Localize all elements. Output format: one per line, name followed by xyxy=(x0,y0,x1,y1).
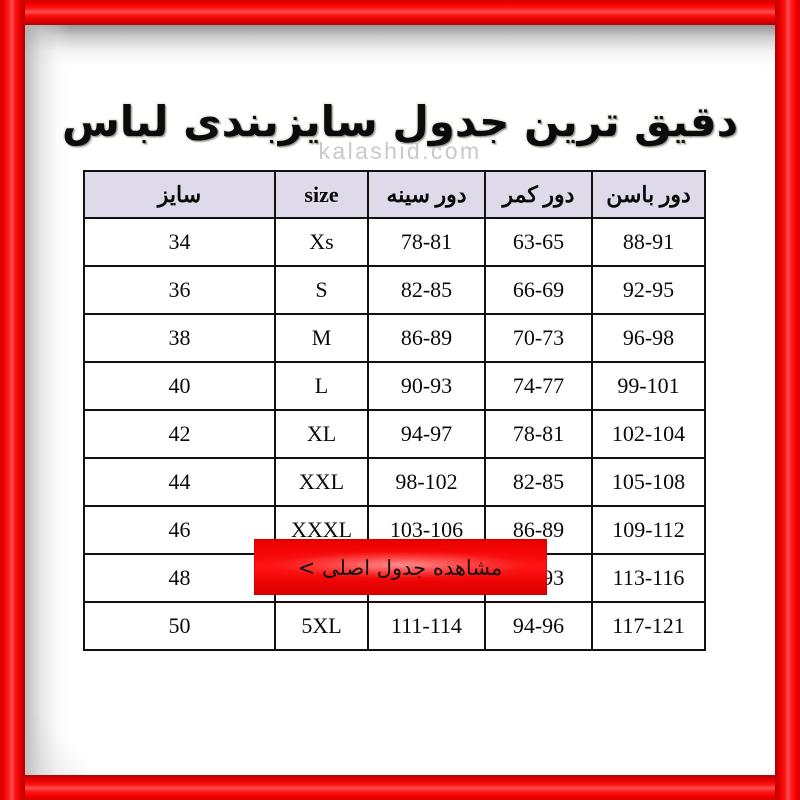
poster-content: دقیق ترین جدول سایزبندی لباس kalashid.co… xyxy=(25,25,775,775)
cell-waist: 66-69 xyxy=(484,265,593,315)
cell-hip: 92-95 xyxy=(591,265,706,315)
column-header-bust: دور سینه xyxy=(367,170,486,219)
cell-bust: 111-114 xyxy=(367,601,486,651)
cell-waist: 94-96 xyxy=(484,601,593,651)
cell-num: 34 xyxy=(83,217,276,267)
table-row: 105-108 82-85 98-102 XXL 44 xyxy=(83,457,706,507)
frame-border-bottom xyxy=(0,775,800,800)
cell-num: 50 xyxy=(83,601,276,651)
column-header-size-fa: سایز xyxy=(83,170,276,219)
cell-num: 44 xyxy=(83,457,276,507)
frame-border-right xyxy=(775,0,800,800)
cell-num: 42 xyxy=(83,409,276,459)
cell-hip: 105-108 xyxy=(591,457,706,507)
page-title: دقیق ترین جدول سایزبندی لباس xyxy=(60,95,740,147)
cell-hip: 96-98 xyxy=(591,313,706,363)
table-row: 96-98 70-73 86-89 M 38 xyxy=(83,313,706,363)
cell-size: XXL xyxy=(274,457,369,507)
table-header-row: دور باسن دور کمر دور سینه size سایز xyxy=(83,170,706,219)
cell-num: 36 xyxy=(83,265,276,315)
cell-waist: 78-81 xyxy=(484,409,593,459)
cell-bust: 86-89 xyxy=(367,313,486,363)
cell-waist: 63-65 xyxy=(484,217,593,267)
column-header-hip: دور باسن xyxy=(591,170,706,219)
title-container: دقیق ترین جدول سایزبندی لباس xyxy=(25,69,775,175)
column-header-waist: دور کمر xyxy=(484,170,593,219)
cell-size: XL xyxy=(274,409,369,459)
cell-hip: 102-104 xyxy=(591,409,706,459)
cell-waist: 70-73 xyxy=(484,313,593,363)
site-watermark: kalashid.com xyxy=(318,138,482,164)
cell-bust: 78-81 xyxy=(367,217,486,267)
cell-bust: 94-97 xyxy=(367,409,486,459)
cell-waist: 82-85 xyxy=(484,457,593,507)
cell-num: 40 xyxy=(83,361,276,411)
table-row: 102-104 78-81 94-97 XL 42 xyxy=(83,409,706,459)
cell-size: 5XL xyxy=(274,601,369,651)
cell-bust: 82-85 xyxy=(367,265,486,315)
table-row: 99-101 74-77 90-93 L 40 xyxy=(83,361,706,411)
cell-waist: 86-89 xyxy=(484,505,593,555)
cell-hip: 117-121 xyxy=(591,601,706,651)
cell-size: S xyxy=(274,265,369,315)
table-row: 117-121 94-96 111-114 5XL 50 xyxy=(83,601,706,651)
cell-num: 46 xyxy=(83,505,276,555)
table-header: دور باسن دور کمر دور سینه size سایز xyxy=(83,170,706,219)
cell-size: Xs xyxy=(274,217,369,267)
corner-shade-gradient xyxy=(25,715,85,775)
cell-size: M xyxy=(274,313,369,363)
cell-bust: 90-93 xyxy=(367,361,486,411)
view-original-table-button[interactable]: مشاهده جدول اصلی > xyxy=(254,539,547,595)
frame-border-left xyxy=(0,0,25,800)
cell-bust: 98-102 xyxy=(367,457,486,507)
table-row: 88-91 63-65 78-81 Xs 34 xyxy=(83,217,706,267)
cell-num: 48 xyxy=(83,553,276,603)
cell-waist: 74-77 xyxy=(484,361,593,411)
cell-num: 38 xyxy=(83,313,276,363)
frame-border-top xyxy=(0,0,800,25)
table-row: 92-95 66-69 82-85 S 36 xyxy=(83,265,706,315)
cell-hip: 99-101 xyxy=(591,361,706,411)
cell-hip: 113-116 xyxy=(591,553,706,603)
cell-size: L xyxy=(274,361,369,411)
cta-container: مشاهده جدول اصلی > xyxy=(25,539,775,595)
cell-hip: 88-91 xyxy=(591,217,706,267)
left-shade-gradient xyxy=(25,25,71,775)
poster-canvas: دقیق ترین جدول سایزبندی لباس kalashid.co… xyxy=(25,25,775,775)
top-shade-gradient xyxy=(25,25,775,67)
cell-hip: 109-112 xyxy=(591,505,706,555)
column-header-size-latin: size xyxy=(274,170,369,219)
